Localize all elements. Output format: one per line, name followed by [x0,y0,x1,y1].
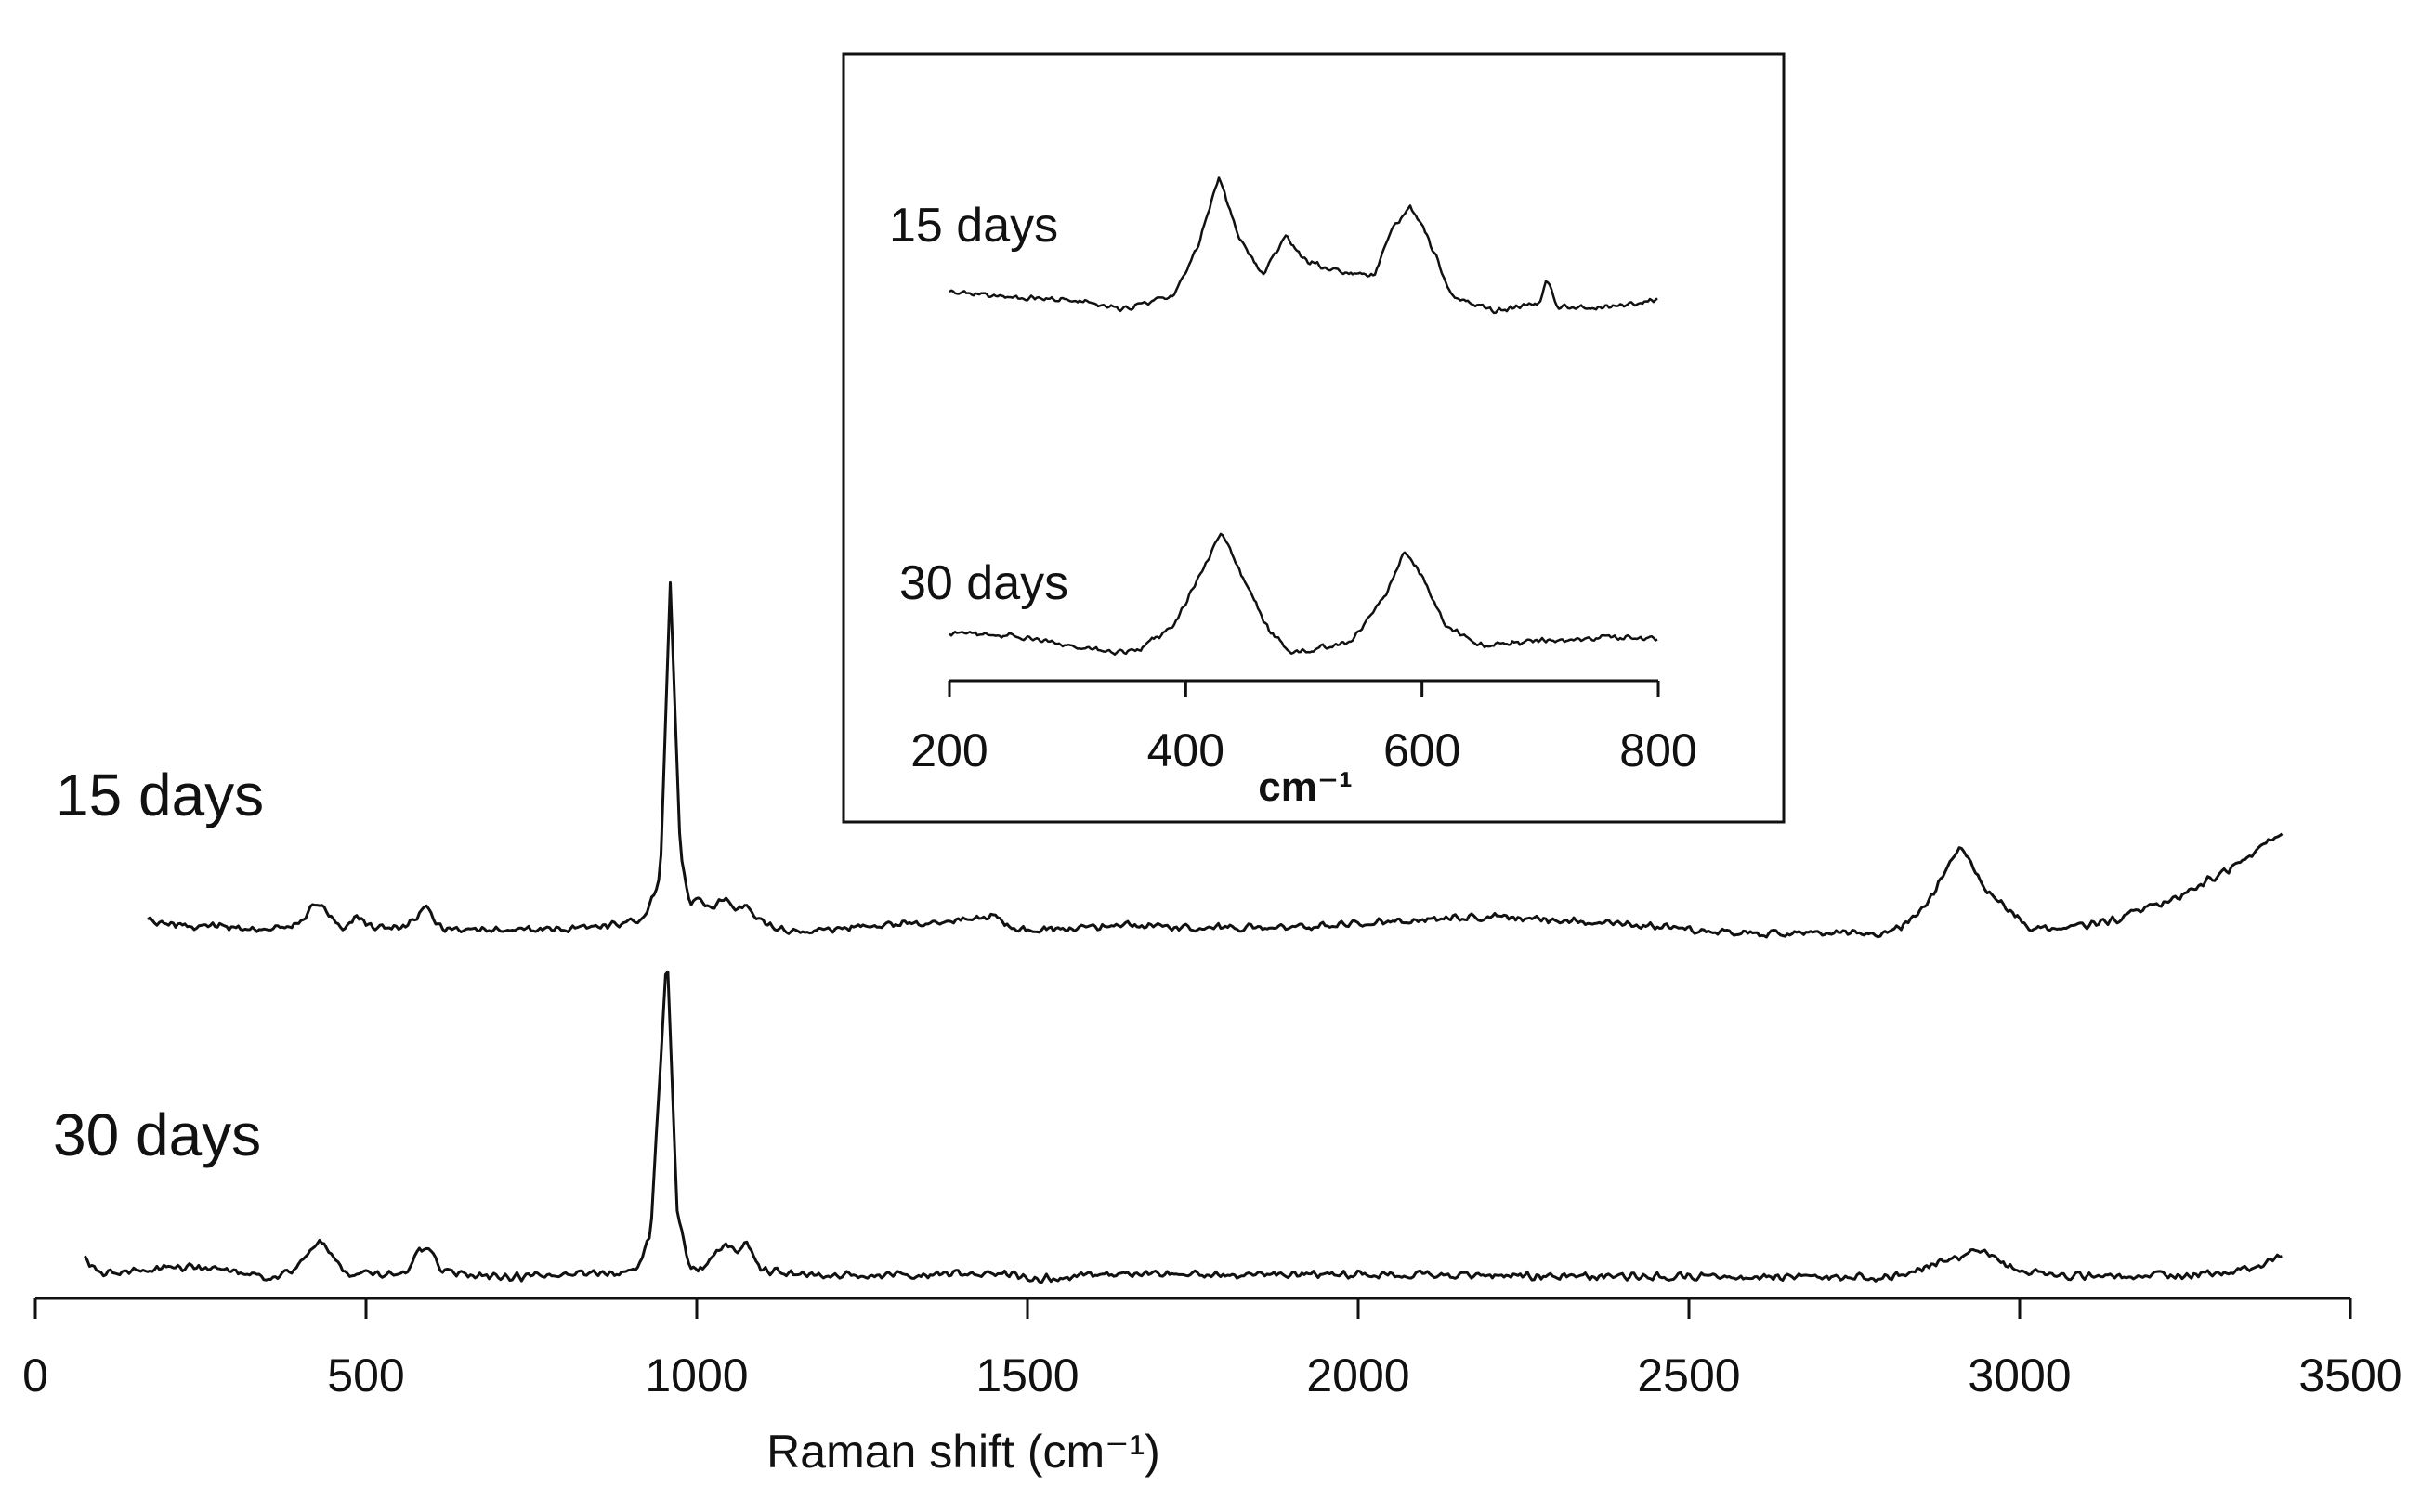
x-tick-label: 1000 [645,1349,748,1401]
x-tick-label: 2000 [1306,1349,1409,1401]
x-tick-label: 200 [910,724,988,776]
x-tick-label: 600 [1383,724,1460,776]
inset-x-axis-ticks: 200 400 600 800 [910,681,1697,776]
x-tick-label: 1500 [975,1349,1079,1401]
x-axis-ticks: 0 500 1000 1500 2000 2500 3000 3500 [22,1298,2402,1401]
x-tick-label: 800 [1619,724,1696,776]
series-label-30-days: 30 days [53,1101,261,1168]
inset-series-line-15-days [949,176,1658,315]
inset-frame [842,52,1786,824]
inset-series-line-30-days [949,532,1658,656]
x-axis-label: Raman shift (cm⁻¹) [766,1426,1160,1478]
x-tick-label: 0 [22,1349,48,1401]
x-tick-label: 2500 [1637,1349,1740,1401]
inset-series-label-30-days: 30 days [899,556,1068,610]
series-line-15-days [147,580,2284,939]
series-line-30-days [84,970,2283,1284]
x-tick-label: 500 [327,1349,404,1401]
main-chart: 0 500 1000 1500 2000 2500 3000 3500 15 days 30 … [22,580,2402,1478]
x-tick-label: 3000 [1968,1349,2071,1401]
inset-chart: 200 400 600 800 15 days 30 days cm⁻¹ [842,52,1786,824]
series-label-15-days: 15 days [56,762,264,828]
x-tick-label: 400 [1147,724,1224,776]
inset-series-label-15-days: 15 days [889,199,1058,253]
x-tick-label: 3500 [2298,1349,2401,1401]
inset-x-axis-label: cm⁻¹ [1258,764,1352,810]
